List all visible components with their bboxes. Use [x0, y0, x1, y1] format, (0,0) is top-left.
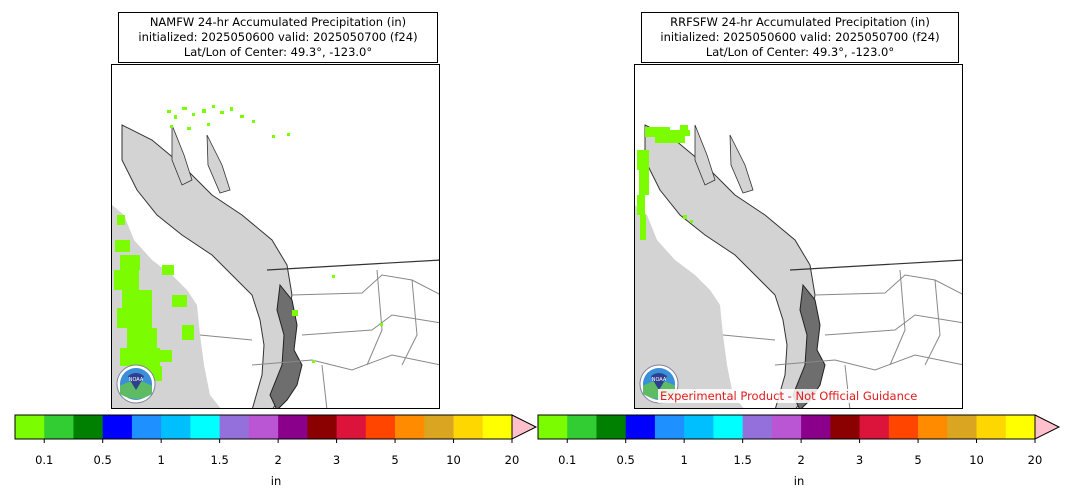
colorbar-swatch — [625, 415, 656, 439]
center-line: Lat/Lon of Center: 49.3°, -123.0° — [183, 45, 373, 59]
init-valid-line: initialized: 2025050600 valid: 202505070… — [138, 30, 418, 44]
colorbar-swatch — [684, 415, 714, 439]
map-title-box: NAMFW 24-hr Accumulated Precipitation (i… — [118, 12, 438, 63]
strait-water — [121, 124, 293, 408]
colorbar-tick-label: 20 — [504, 453, 520, 467]
colorbar-swatch — [1005, 415, 1036, 439]
inlet — [729, 134, 754, 194]
colorbar — [14, 414, 538, 443]
colorbar-swatch — [859, 415, 890, 439]
colorbar-swatch — [482, 415, 513, 439]
map-title-box: RRFSFW 24-hr Accumulated Precipitation (… — [641, 12, 959, 63]
left-panel: NAMFW 24-hr Accumulated Precipitation (i… — [14, 12, 538, 488]
precip-green — [637, 125, 693, 240]
map-title: NAMFW 24-hr Accumulated Precipitation (i… — [149, 15, 407, 29]
colorbar-tick-label: 10 — [969, 453, 984, 467]
colorbar-swatch — [888, 415, 919, 439]
colorbar-swatch — [567, 415, 597, 439]
experimental-label: Experimental Product - Not Official Guid… — [658, 389, 920, 403]
precip-map[interactable]: NOAA Experimental Product - Not Official… — [634, 64, 963, 409]
noaa-logo-icon: NOAA — [116, 364, 156, 404]
border-line — [266, 259, 439, 271]
colorbar-tick-label: 0.5 — [616, 453, 635, 467]
colorbar-swatch — [219, 415, 250, 439]
colorbar-swatch — [424, 415, 455, 439]
colorbar-swatch — [596, 415, 627, 439]
colorbar-swatch — [918, 415, 948, 439]
colorbar-swatch — [538, 415, 568, 439]
colorbar-tick-label: 20 — [1027, 453, 1043, 467]
inlet — [694, 124, 716, 186]
inlet — [171, 124, 193, 186]
colorbar-extend-arrow — [1034, 414, 1061, 440]
border-line — [789, 259, 962, 271]
colorbar-tick-label: 3 — [332, 453, 341, 467]
init-valid-line: initialized: 2025050600 valid: 202505070… — [660, 30, 940, 44]
county-lines — [722, 269, 962, 408]
center-line: Lat/Lon of Center: 49.3°, -123.0° — [705, 45, 895, 59]
svg-text:NOAA: NOAA — [652, 377, 667, 383]
colorbar-swatch — [713, 415, 744, 439]
colorbar-swatch — [248, 415, 279, 439]
colorbar-tick-label: 5 — [914, 453, 922, 467]
map-title: RRFSFW 24-hr Accumulated Precipitation (… — [670, 15, 930, 29]
colorbar-tick-label: 10 — [446, 453, 461, 467]
colorbar-tick-label: 0.1 — [35, 453, 54, 467]
county-lines — [199, 269, 439, 408]
noaa-logo: NOAA — [116, 364, 156, 404]
colorbar-swatch — [15, 415, 45, 439]
colorbar-tick-label: 1.5 — [210, 453, 229, 467]
colorbar-swatch — [278, 415, 308, 439]
colorbar-swatch — [190, 415, 221, 439]
svg-text:NOAA: NOAA — [129, 377, 144, 383]
colorbar-tick-label: 1 — [680, 453, 688, 467]
colorbar-tick-label: 3 — [855, 453, 864, 467]
colorbar-swatch — [742, 415, 773, 439]
colorbar-tick-label: 0.5 — [93, 453, 112, 467]
colorbar-tick-label: 1.5 — [733, 453, 752, 467]
colorbar-swatch — [161, 415, 191, 439]
colorbar-swatch — [131, 415, 162, 439]
colorbar-frame — [537, 414, 1036, 440]
colorbar-unit: in — [270, 474, 282, 488]
map-canvas — [112, 105, 439, 408]
colorbar-tick-label: 1 — [157, 453, 165, 467]
colorbar-swatch — [947, 415, 978, 439]
colorbar-swatch — [307, 415, 338, 439]
colorbar — [537, 414, 1061, 443]
colorbar-tick-label: 0.1 — [558, 453, 577, 467]
colorbar-tick-label: 5 — [391, 453, 399, 467]
colorbar-swatch — [453, 415, 484, 439]
colorbar-swatch — [801, 415, 831, 439]
colorbar-swatch — [771, 415, 802, 439]
colorbar-tick-label: 2 — [797, 453, 805, 467]
map-canvas — [635, 124, 962, 408]
inlet — [206, 134, 231, 194]
precip-map[interactable]: NOAA — [111, 64, 440, 409]
colorbar-frame — [14, 414, 513, 440]
right-panel: RRFSFW 24-hr Accumulated Precipitation (… — [523, 0, 1061, 503]
colorbar-swatch — [830, 415, 861, 439]
colorbar-unit: in — [793, 474, 805, 488]
colorbar-swatch — [365, 415, 396, 439]
ocean-area — [635, 205, 744, 408]
colorbar-swatch — [654, 415, 685, 439]
colorbar-swatch — [336, 415, 367, 439]
colorbar-swatch — [44, 415, 74, 439]
strait-water — [644, 124, 816, 408]
colorbar-swatch — [976, 415, 1007, 439]
colorbar-swatch — [73, 415, 104, 439]
colorbar-swatch — [102, 415, 133, 439]
colorbar-swatch — [395, 415, 425, 439]
colorbar-tick-label: 2 — [274, 453, 282, 467]
